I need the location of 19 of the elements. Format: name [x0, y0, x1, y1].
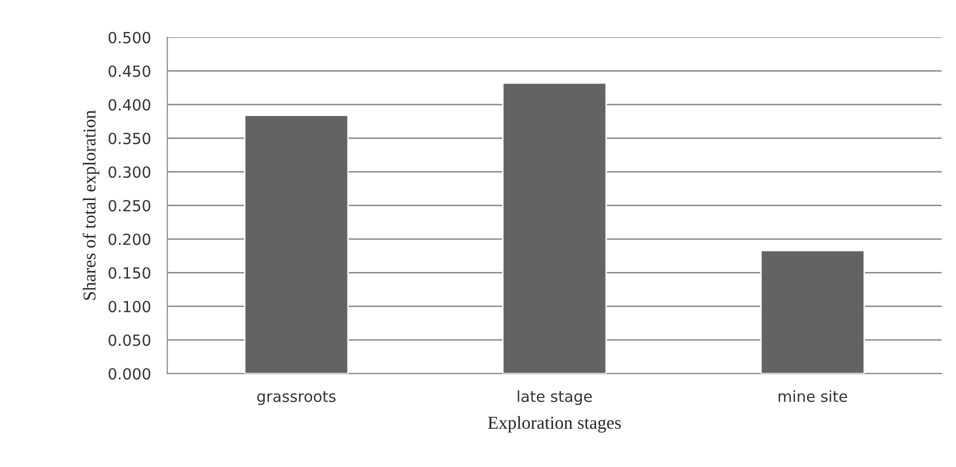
y-axis-title: Shares of total exploration	[82, 110, 100, 300]
y-tick-label: 0.000	[108, 368, 150, 380]
y-tick-label: 0.400	[108, 99, 150, 111]
y-tick-label: 0.050	[108, 334, 150, 346]
bar	[244, 114, 349, 374]
y-tick-label: 0.350	[108, 132, 150, 144]
y-tick-label: 0.500	[108, 32, 150, 44]
bar	[502, 82, 607, 374]
x-axis-title: Exploration stages	[488, 416, 621, 433]
y-tick-label: 0.100	[108, 300, 150, 312]
y-tick-label: 0.150	[108, 267, 150, 279]
bar	[760, 250, 865, 374]
y-tick-label: 0.200	[108, 234, 150, 246]
y-tick-label: 0.450	[108, 65, 150, 78]
x-tick-label: late stage	[518, 390, 592, 406]
y-tick-label: 0.300	[108, 166, 150, 178]
x-tick-label: mine site	[778, 390, 848, 402]
y-tick-label: 0.250	[108, 200, 150, 212]
x-tick-label: grassroots	[257, 391, 336, 406]
